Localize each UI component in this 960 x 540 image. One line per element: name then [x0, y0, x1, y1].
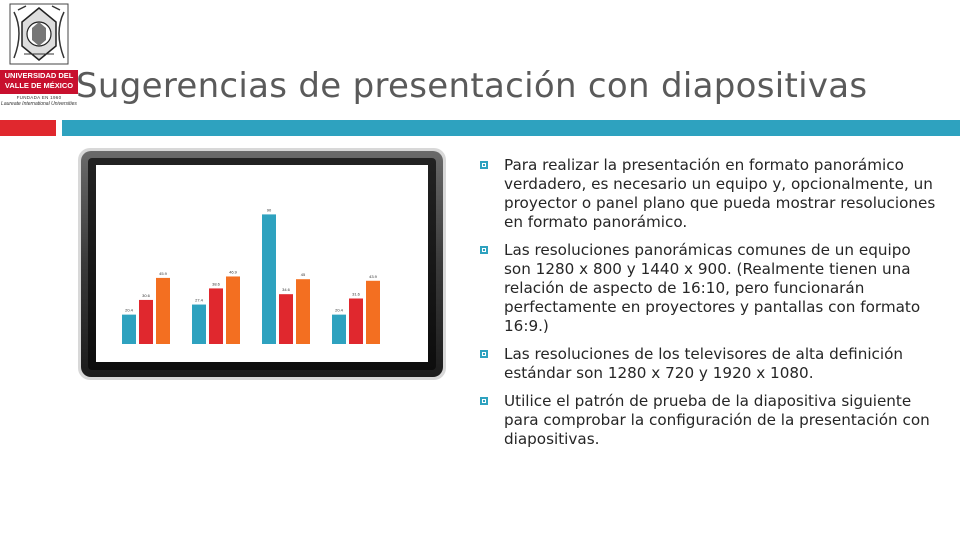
bar — [366, 280, 380, 344]
bullet-text: Para realizar la presentación en formato… — [504, 156, 936, 231]
logo-subtitle: Laureate International Universities — [1, 101, 77, 107]
bar-data-label: 45.9 — [159, 271, 168, 276]
bar — [349, 298, 363, 344]
bar-data-label: 45 — [301, 272, 306, 277]
bar — [139, 299, 153, 344]
bar — [279, 294, 293, 344]
bar-chart: 20.4 30.6 45.9 27.4 38.6 46.9 90 34.6 45 20.4 31.6… — [122, 207, 380, 344]
bar-data-label: 27.4 — [195, 298, 204, 303]
bullet-square-icon — [480, 350, 488, 358]
bar-data-label: 30.6 — [142, 293, 151, 298]
bullet-square-icon — [480, 161, 488, 169]
bar — [209, 288, 223, 344]
logo-line1: UNIVERSIDAD DEL — [4, 71, 74, 80]
logo-banner — [0, 70, 78, 94]
title-rule-teal — [62, 120, 960, 136]
bar-data-label: 38.6 — [212, 281, 221, 286]
bar — [226, 276, 240, 344]
seal-icon — [9, 3, 69, 65]
bullet-text: Las resoluciones panorámicas comunes de … — [504, 241, 921, 335]
bar — [122, 314, 136, 344]
bullet-square-icon — [480, 397, 488, 405]
logo-founded: FUNDADA EN 1960 — [16, 95, 62, 100]
bullet-item: Las resoluciones panorámicas comunes de … — [480, 241, 942, 336]
logo-line2: VALLE DE MÉXICO — [4, 81, 74, 90]
bullet-list: Para realizar la presentación en formato… — [480, 156, 942, 458]
bullet-text: Las resoluciones de los televisores de a… — [504, 345, 904, 382]
bar-data-label: 20.4 — [125, 308, 134, 313]
bullet-item: Las resoluciones de los televisores de a… — [480, 345, 942, 383]
title-rule-red — [0, 120, 56, 136]
university-logo: UNIVERSIDAD DEL VALLE DE MÉXICO FUNDADA … — [0, 0, 78, 120]
bullet-square-icon — [480, 246, 488, 254]
bar-data-label: 46.9 — [229, 269, 238, 274]
bullet-text: Utilice el patrón de prueba de la diapos… — [504, 392, 930, 448]
bar-data-label: 90 — [267, 207, 272, 212]
bar-data-label: 31.6 — [352, 291, 361, 296]
slide-title: Sugerencias de presentación con diaposit… — [76, 66, 868, 106]
monitor-image: 20.4 30.6 45.9 27.4 38.6 46.9 90 34.6 45 20.4 31.6… — [78, 148, 446, 380]
bullet-item: Para realizar la presentación en formato… — [480, 156, 942, 232]
bar — [156, 277, 170, 344]
bar-data-label: 20.4 — [335, 308, 344, 313]
bar — [192, 304, 206, 344]
bullet-item: Utilice el patrón de prueba de la diapos… — [480, 392, 942, 449]
bar — [332, 314, 346, 344]
bar — [262, 214, 276, 344]
bar-data-label: 34.6 — [282, 287, 291, 292]
bar — [296, 279, 310, 344]
bar-data-label: 43.9 — [369, 274, 378, 279]
